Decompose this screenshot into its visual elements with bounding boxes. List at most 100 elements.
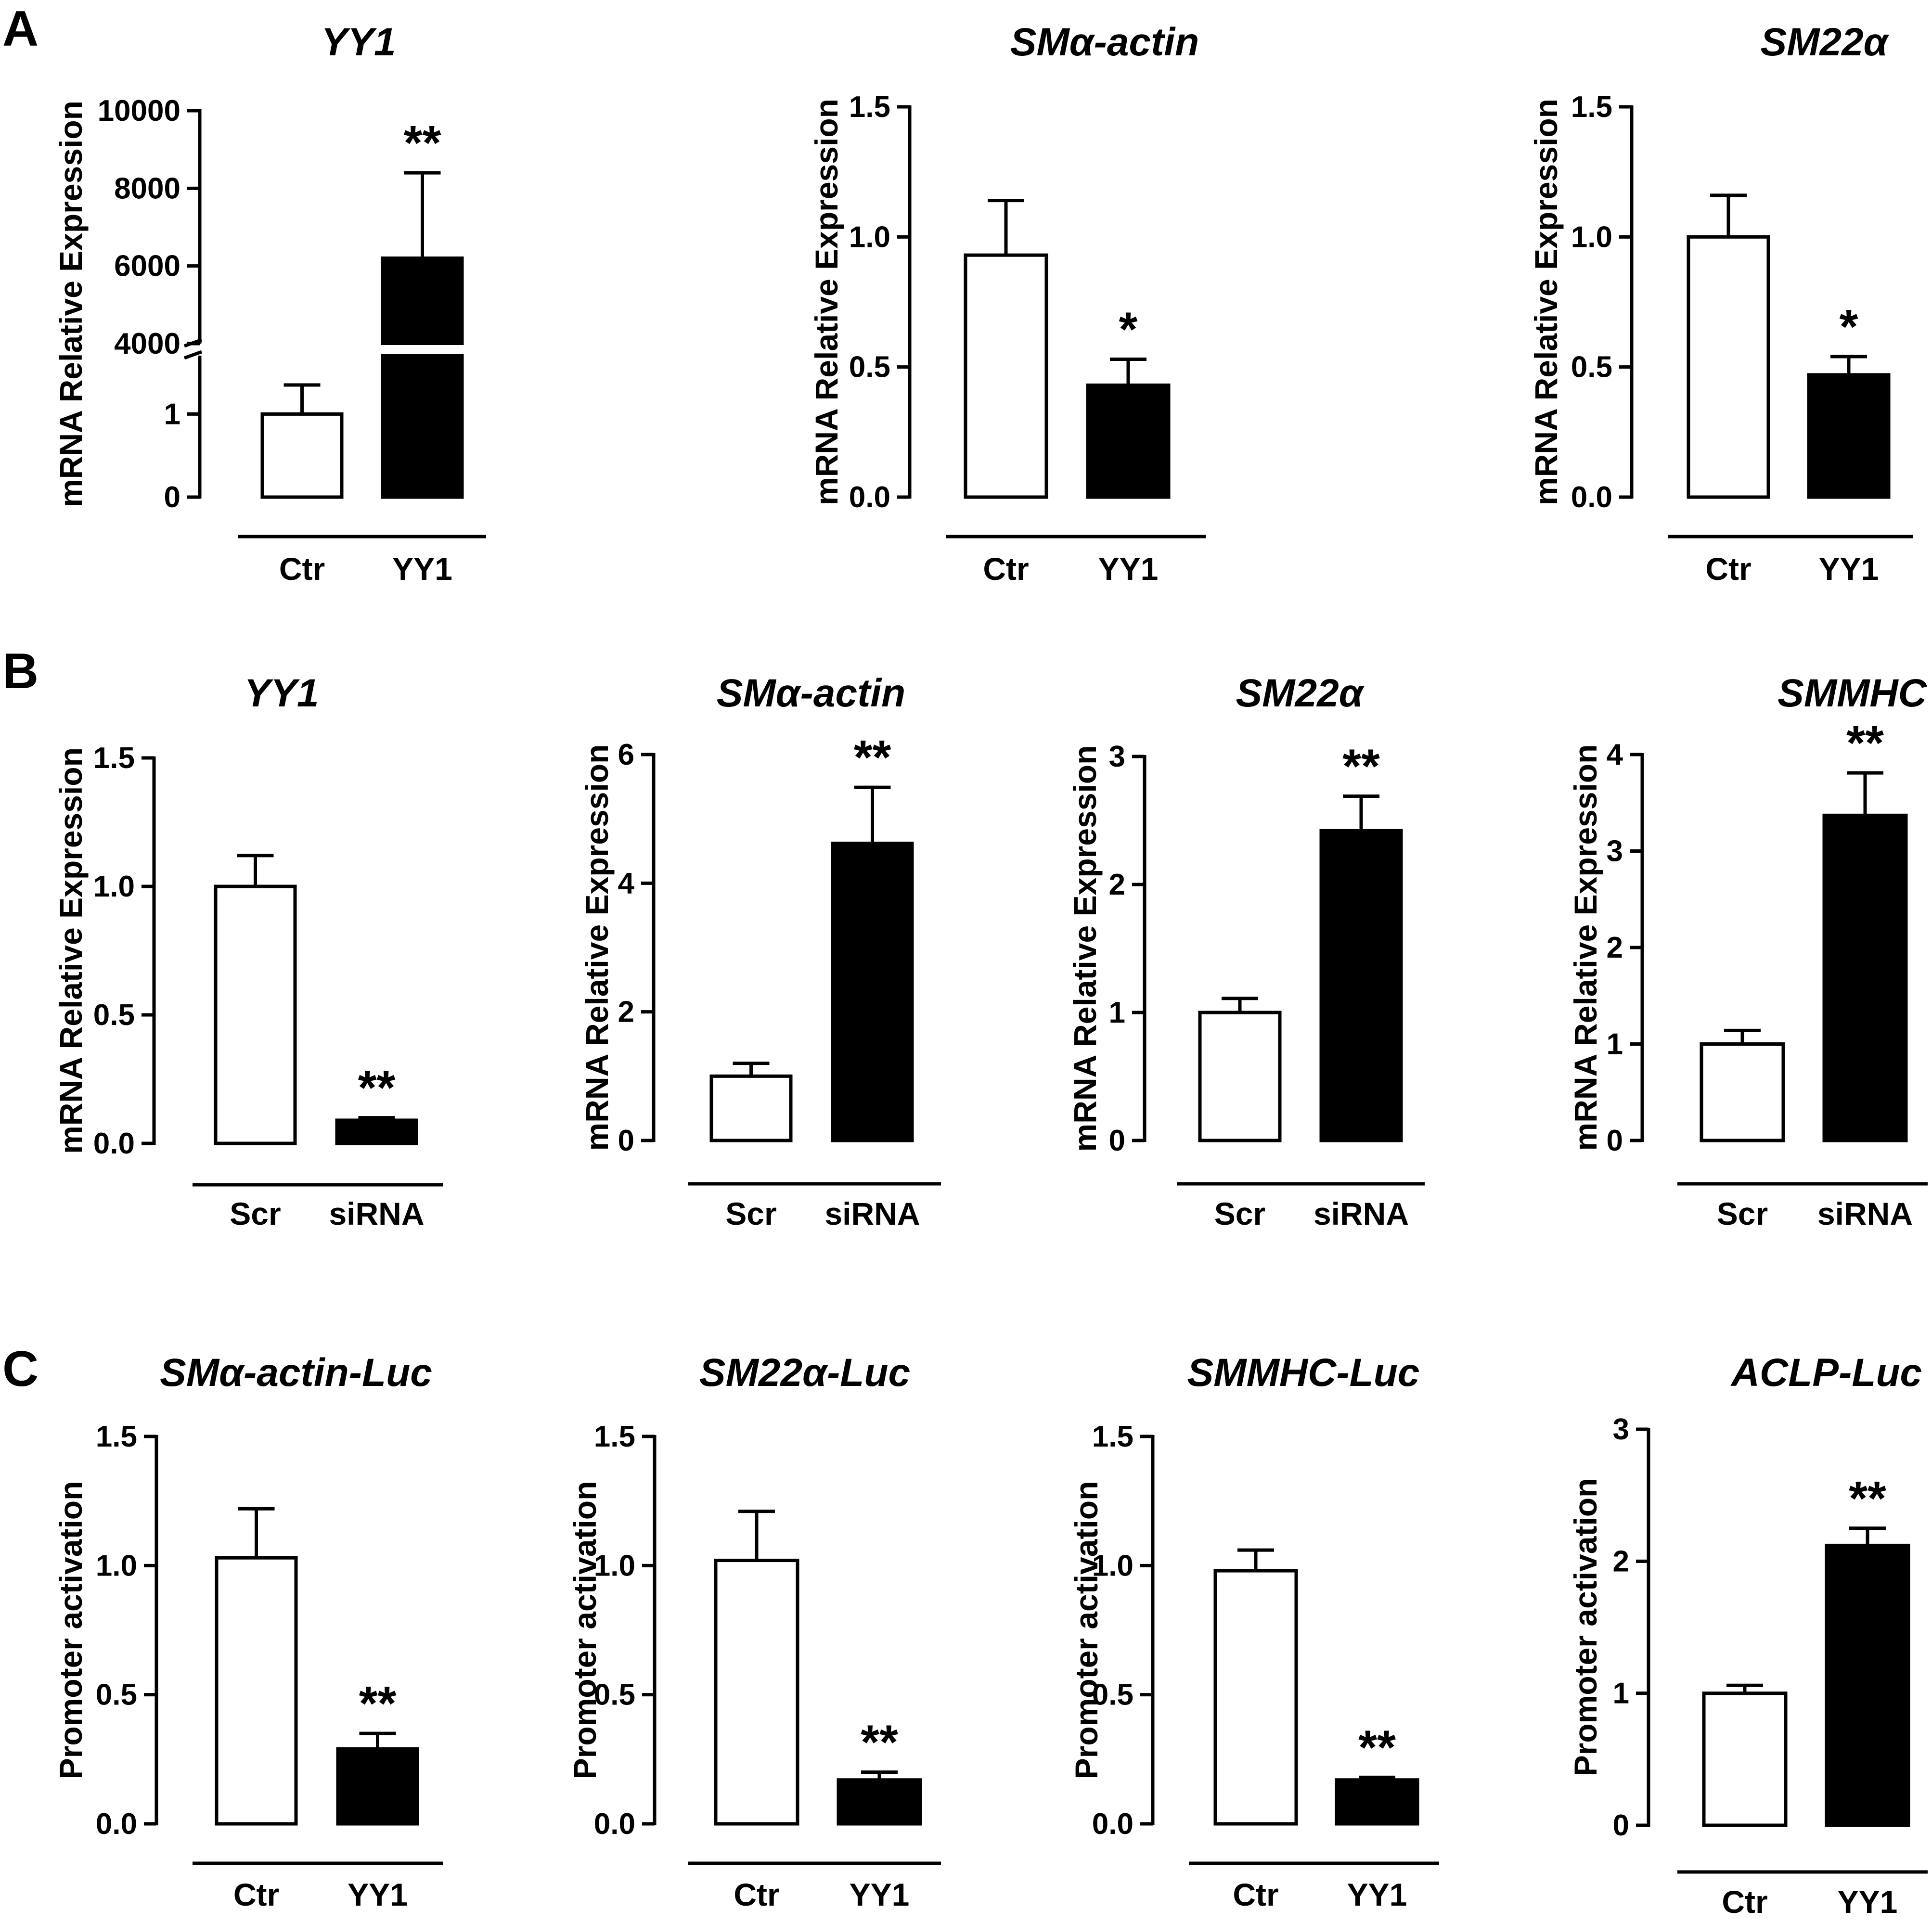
chart-title: SM22α [1236,671,1365,715]
y-tick-label: 0.0 [849,481,890,514]
bar-siRNA [831,841,914,1142]
y-tick-label: 0 [1607,1124,1623,1157]
significance-marker: ** [1342,739,1380,793]
y-tick-label: 1.5 [594,1420,635,1453]
y-tick-label: 4 [1607,738,1623,771]
y-tick-label: 0 [618,1124,634,1157]
y-axis-label: Promoter activation [567,1481,603,1780]
significance-marker: ** [1849,1472,1886,1525]
chart-title: YY1 [322,20,396,64]
x-category-label: YY1 [850,1877,910,1912]
chart-A2: SMα-actin mRNA Relative Expression 0.0 0.5 1… [809,20,1206,587]
y-tick-label: 1.0 [96,1549,137,1582]
x-category-label: Ctr [1233,1877,1278,1912]
axis-break-mark [183,350,203,360]
significance-marker: ** [358,1061,396,1115]
y-tick-label: 0.5 [1092,1679,1133,1712]
x-category-label: siRNA [1314,1196,1409,1231]
x-category-label: Scr [1214,1196,1265,1231]
x-category-label: YY1 [1819,551,1879,587]
x-category-label: Ctr [734,1877,779,1912]
x-category-label: Ctr [1705,551,1751,587]
x-category-label: Ctr [279,551,325,587]
y-tick-label: 3 [1109,740,1125,773]
x-category-label: YY1 [1347,1877,1407,1912]
bar-break-gap [380,345,465,354]
bar-siRNA [1822,813,1908,1142]
x-category-label: Scr [725,1196,776,1231]
chart-title: SM22α-Luc [699,1351,910,1395]
chart-title: SM22α [1760,20,1889,64]
x-category-label: Ctr [1722,1884,1767,1920]
chart-title: SMα-actin [1010,20,1199,64]
y-axis-label: mRNA Relative Expression [1067,745,1103,1152]
y-tick-label: 1 [1109,996,1125,1029]
chart-title: YY1 [245,671,319,715]
y-tick-label: 0.5 [93,999,135,1032]
chart-title: SMα-actin [717,671,906,715]
y-tick-label: 6000 [114,250,180,283]
chart-B3: SM22α mRNA Relative Expression 0 1 2 3 Scr ** si… [1067,671,1425,1231]
x-category-label: Ctr [983,551,1029,587]
panel-label: A [2,1,39,57]
y-tick-label: 3 [1607,835,1623,868]
y-tick-label: 0.0 [1571,481,1612,514]
y-axis-label: mRNA Relative Expression [1568,744,1603,1151]
bar-Ctr [964,253,1048,499]
y-tick-label: 1.0 [849,220,890,254]
y-tick-label: 1.5 [96,1420,137,1453]
y-tick-label: 0 [1109,1124,1125,1157]
y-tick-label: 0.0 [594,1807,635,1841]
bar-Scr [1700,1042,1785,1142]
significance-marker: ** [1846,716,1884,770]
significance-marker: ** [404,116,441,170]
bar-siRNA [335,1118,418,1145]
y-tick-label: 1.5 [1571,90,1612,124]
chart-A1: A YY1 mRNA Relative Expression 0 1 4000 6000 80… [2,1,486,587]
bar-Ctr [260,412,344,499]
chart-title: SMMHC [1777,671,1928,715]
y-tick-label: 1.5 [1092,1420,1133,1453]
y-tick-label: 0.0 [96,1807,137,1841]
y-tick-label: 0.0 [93,1127,135,1160]
panel-label: B [2,643,39,699]
significance-marker: ** [854,730,891,784]
chart-A3: SM22α mRNA Relative Expression 0.0 0.5 1.0 1.… [1528,20,1913,587]
y-tick-label: 1.0 [1092,1549,1133,1582]
x-category-label: YY1 [1098,551,1159,587]
y-tick-label: 0.5 [96,1679,137,1712]
significance-marker: ** [861,1716,898,1769]
bar-YY1 [837,1778,922,1826]
significance-marker: * [1840,300,1858,354]
chart-C3: SMMHC-Luc Promoter activation 0.0 0.5 1.0 1.5… [1069,1351,1439,1912]
y-axis-label: mRNA Relative Expression [53,101,89,507]
panel-label: C [2,1341,39,1397]
bar-Ctr [1213,1569,1298,1826]
bar-Scr [214,884,297,1145]
bar-YY1 [1825,1543,1910,1827]
y-tick-label: 3 [1613,1413,1629,1446]
y-tick-label: 1.0 [1571,220,1612,254]
y-tick-label: 0.5 [1571,351,1612,384]
bar-YY1 [1807,373,1891,499]
bar-Ctr [215,1556,298,1826]
y-tick-label: 8000 [114,172,180,205]
y-axis-label: mRNA Relative Expression [809,99,844,505]
significance-marker: ** [1358,1720,1396,1774]
y-tick-label: 1.5 [93,742,135,775]
chart-title: ACLP-Luc [1730,1351,1922,1395]
y-tick-label: 2 [1607,931,1623,964]
x-category-label: siRNA [329,1196,424,1231]
y-tick-label: 10000 [98,94,180,128]
bar-siRNA [1319,829,1403,1142]
y-axis-label: mRNA Relative Expression [1528,99,1564,505]
y-axis-label: mRNA Relative Expression [53,747,89,1154]
x-category-label: Scr [1717,1196,1768,1231]
y-axis-label: Promoter activation [1069,1481,1104,1780]
x-category-label: YY1 [1838,1884,1898,1920]
significance-marker: ** [359,1677,397,1730]
bar-YY1 [1086,384,1171,499]
chart-title: SMα-actin-Luc [160,1351,432,1395]
